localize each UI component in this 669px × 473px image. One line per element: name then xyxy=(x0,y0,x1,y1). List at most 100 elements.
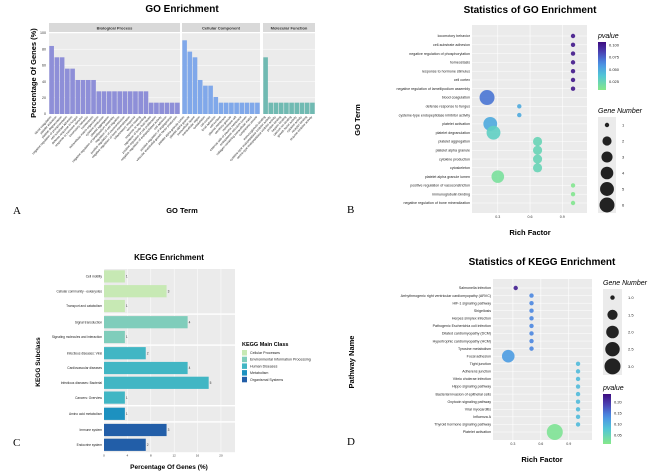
y-tick-label: platelet activation xyxy=(442,122,470,126)
bubble-point xyxy=(570,183,576,188)
kegg-bubble-title: Statistics of KEGG Enrichment xyxy=(469,257,616,268)
y-tick-label: positive regulation of vasoconstriction xyxy=(410,184,470,188)
bar xyxy=(192,57,198,114)
pvalue-tick-label: 0.100 xyxy=(609,42,620,47)
bar xyxy=(169,102,175,114)
y-tick-label: Endocrine system xyxy=(77,443,103,447)
size-legend-label: 2.0 xyxy=(628,330,634,335)
y-tick-label: Influenza A xyxy=(473,415,491,419)
bar-count-label: 1 xyxy=(126,412,128,416)
bubble-point xyxy=(575,391,581,397)
y-tick-label: Oxytocin signaling pathway xyxy=(447,400,491,404)
bar xyxy=(49,45,54,114)
y-tick-label: Signal transduction xyxy=(75,320,102,324)
bar-count-label: 2 xyxy=(147,443,149,447)
bar xyxy=(273,102,279,114)
bubble-point xyxy=(575,376,581,382)
x-tick-label: 0.6 xyxy=(538,442,543,446)
x-tick-label: 12 xyxy=(173,454,177,458)
legend-swatch xyxy=(242,370,247,376)
bubble-point xyxy=(570,51,576,56)
pvalue-legend-title: pvalue xyxy=(602,385,624,392)
go-bubble-xlabel: Rich Factor xyxy=(509,228,550,237)
x-tick-label: 4 xyxy=(127,454,129,458)
bar xyxy=(159,102,164,114)
bar-count-label: 5 xyxy=(210,381,212,385)
go-bubble-title: Statistics of GO Enrichment xyxy=(464,5,597,16)
bar xyxy=(244,102,250,114)
y-tick-label: Tight junction xyxy=(470,362,491,366)
bubble-point xyxy=(529,300,534,306)
y-tick-label: negative regulation of lamellipodium ass… xyxy=(396,87,470,91)
bar xyxy=(203,85,208,114)
size-legend-dot xyxy=(602,136,612,146)
bubble-point xyxy=(491,170,505,183)
bar xyxy=(154,102,159,114)
bar xyxy=(148,102,154,114)
legend-swatch xyxy=(242,376,247,383)
bubble-point xyxy=(486,125,501,140)
bubble-point xyxy=(575,422,581,427)
bar xyxy=(104,347,146,360)
panel-label-d: D xyxy=(347,436,355,448)
bar xyxy=(104,316,188,329)
bar xyxy=(278,102,284,114)
pvalue-tick-label: 0.05 xyxy=(614,433,623,438)
bar xyxy=(284,102,289,114)
y-tick-label: Transport and catabolism xyxy=(66,304,102,308)
pvalue-tick-label: 0.025 xyxy=(609,79,620,84)
bar xyxy=(106,91,112,114)
legend-swatch xyxy=(242,356,247,363)
panel-label-b: B xyxy=(347,204,354,216)
bar xyxy=(143,91,149,114)
legend-swatch xyxy=(242,363,247,369)
size-legend-dot xyxy=(601,151,613,163)
y-tick-label: Infectious diseases: Bacterial xyxy=(61,381,103,385)
bubble-point xyxy=(570,192,576,197)
y-tick-label: Salmonella infection xyxy=(459,286,491,290)
y-tick-label: Cell motility xyxy=(86,275,103,279)
y-tick-label: 80 xyxy=(42,47,46,51)
bar xyxy=(249,102,255,114)
kegg-bubble-xlabel: Rich Factor xyxy=(521,455,562,464)
x-tick-label: 0.9 xyxy=(560,215,565,219)
bar xyxy=(104,330,125,344)
bar-count-label: 4 xyxy=(189,320,191,324)
bar xyxy=(70,68,75,114)
bar xyxy=(54,57,60,114)
legend-title: KEGG Main Class xyxy=(242,342,288,348)
kegg-bar-ylabel: KEGG Subclass xyxy=(35,337,42,387)
bar xyxy=(122,91,128,114)
y-tick-label: cysteine-type endopeptidase inhibitor ac… xyxy=(399,113,471,117)
y-tick-label: Thyroid hormone signaling pathway xyxy=(434,423,491,427)
size-legend-label: 2 xyxy=(622,139,625,144)
y-tick-label: locomotory behavior xyxy=(438,34,471,38)
bubble-point xyxy=(570,42,576,47)
y-tick-label: Arrhythmogenic right ventricular cardiom… xyxy=(401,294,491,298)
kegg-bar-xlabel: Percentage Of Genes (%) xyxy=(130,464,208,471)
y-tick-label: immunoglobulin binding xyxy=(432,192,470,196)
bubble-point xyxy=(529,331,534,336)
bar xyxy=(85,79,91,114)
bar xyxy=(239,102,245,114)
bubble-point xyxy=(532,145,543,155)
bar xyxy=(182,40,187,114)
bubble-point xyxy=(532,154,543,164)
bar xyxy=(187,51,193,114)
bar-count-label: 4 xyxy=(189,366,191,370)
bar xyxy=(101,91,107,114)
bar xyxy=(223,102,229,114)
y-tick-label: Tyrosine metabolism xyxy=(458,347,491,351)
x-tick-label: 0.9 xyxy=(566,442,571,446)
y-tick-label: Adherens junction xyxy=(462,370,491,374)
bar xyxy=(164,102,170,114)
kegg-bar-title: KEGG Enrichment xyxy=(134,253,204,262)
facet-panel xyxy=(104,406,235,422)
y-tick-label: 0 xyxy=(44,112,46,116)
bar xyxy=(104,285,167,298)
y-tick-label: HIF-1 signaling pathway xyxy=(452,301,491,305)
bar xyxy=(229,102,234,114)
pvalue-tick-label: 0.15 xyxy=(614,410,623,415)
bubble-point xyxy=(575,414,581,420)
size-legend-label: 1.5 xyxy=(628,312,634,317)
